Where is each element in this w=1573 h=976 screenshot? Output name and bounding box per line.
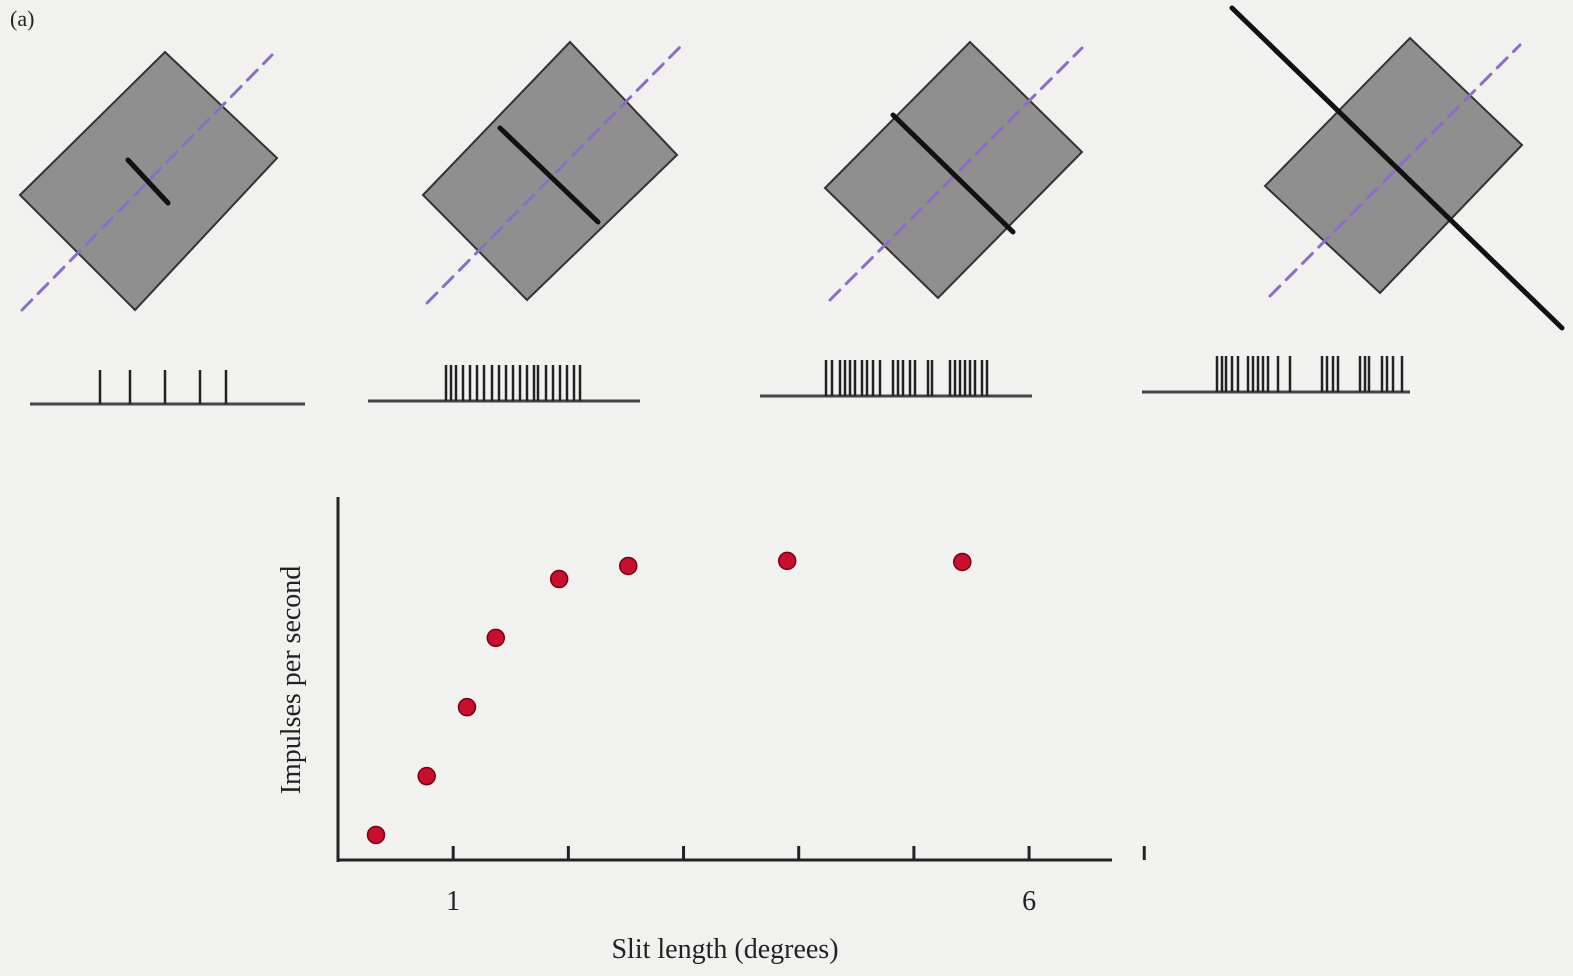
data-point xyxy=(457,697,477,717)
x-tick-label: 1 xyxy=(446,886,460,917)
diagram xyxy=(823,40,1084,302)
data-point xyxy=(366,825,386,845)
data-point xyxy=(777,551,797,571)
diagram xyxy=(421,40,684,305)
chart: Slit length (degrees) Impulses per secon… xyxy=(276,497,1146,965)
data-point xyxy=(953,552,972,572)
data-point xyxy=(417,766,436,786)
panel-label: (a) xyxy=(10,6,34,31)
diagram xyxy=(18,50,279,312)
stimulus-diagrams xyxy=(18,5,1565,331)
data-point xyxy=(619,556,638,576)
spike-trains xyxy=(30,356,1410,406)
y-axis-label: Impulses per second xyxy=(276,566,307,795)
data-point xyxy=(486,628,506,648)
x-axis-label: Slit length (degrees) xyxy=(611,934,838,965)
diagram xyxy=(1229,5,1565,331)
data-point xyxy=(549,569,569,589)
x-tick-label: 6 xyxy=(1022,886,1036,917)
